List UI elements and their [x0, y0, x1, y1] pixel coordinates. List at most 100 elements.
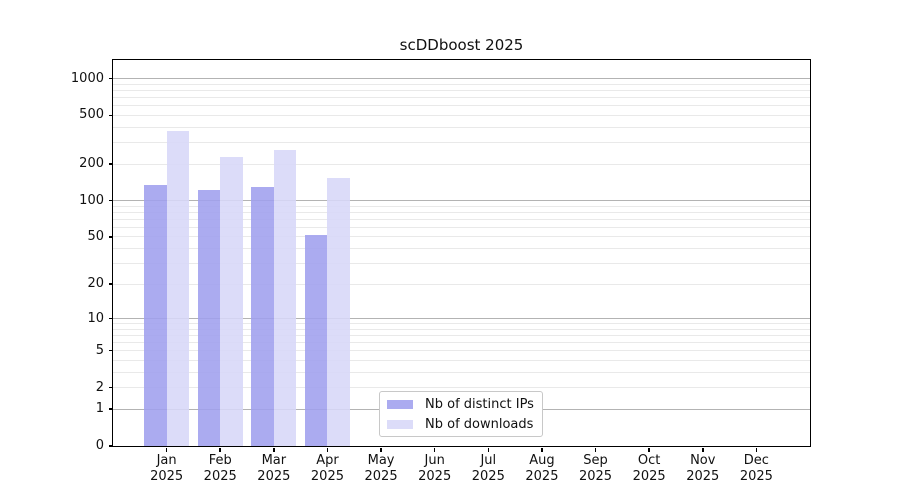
major-gridline [113, 200, 810, 202]
y-axis-tick [108, 408, 113, 410]
x-axis-tick-label: Apr 2025 [295, 453, 359, 485]
legend-row-downloads: Nb of downloads [387, 417, 542, 432]
minor-gridline [113, 387, 810, 389]
y-axis-tick-label: 100 [79, 192, 104, 208]
month-label: Sep [583, 453, 608, 468]
legend: Nb of distinct IPs Nb of downloads [379, 391, 543, 437]
minor-gridline [113, 83, 810, 85]
year-label: 2025 [578, 469, 613, 484]
x-axis-tick-label: May 2025 [349, 453, 413, 485]
y-axis-tick [108, 77, 113, 80]
bar-distinct-ips-mar [251, 186, 274, 446]
month-label: Oct [637, 453, 661, 468]
year-label: 2025 [418, 469, 452, 484]
minor-gridline [113, 97, 810, 99]
minor-gridline [113, 142, 810, 144]
minor-gridline [113, 163, 810, 165]
x-axis-tick [326, 447, 329, 452]
bar-distinct-ips-jan [144, 184, 167, 446]
x-axis-tick-label: Jul 2025 [456, 453, 520, 485]
x-axis-tick-label: Sep 2025 [564, 453, 628, 485]
minor-gridline [113, 211, 810, 213]
minor-gridline [113, 328, 810, 330]
major-gridline [113, 78, 810, 80]
y-axis-tick [108, 317, 113, 320]
y-axis-tick [108, 163, 113, 165]
minor-gridline [113, 371, 810, 373]
minor-gridline [113, 126, 810, 128]
month-label: Mar [261, 453, 287, 468]
minor-gridline [113, 114, 810, 116]
x-axis-tick [541, 447, 543, 452]
minor-gridline [113, 262, 810, 264]
major-gridline [113, 318, 810, 320]
y-axis-tick [108, 236, 113, 238]
legend-label-downloads: Nb of downloads [425, 416, 534, 432]
x-axis-tick [380, 447, 382, 452]
year-label: 2025 [364, 469, 398, 484]
x-axis-tick [487, 447, 490, 452]
minor-gridline [113, 342, 810, 344]
distinct-ips-swatch-icon [387, 399, 413, 409]
y-axis-tick [108, 445, 113, 447]
x-axis-tick [273, 447, 275, 452]
month-label: Jun [424, 453, 445, 468]
bar-downloads-jan [166, 130, 190, 446]
chart-title: scDDboost 2025 [399, 36, 524, 54]
minor-gridline [113, 334, 810, 336]
x-axis-tick-label: Oct 2025 [617, 453, 681, 485]
y-axis-tick-label: 2 [95, 379, 104, 395]
y-axis-tick-label: 1 [95, 401, 104, 417]
downloads-swatch-icon [387, 419, 413, 429]
x-axis-tick-label: Jun 2025 [403, 453, 467, 485]
year-label: 2025 [310, 469, 344, 484]
month-label: Apr [316, 453, 339, 468]
x-axis-tick-label: Nov 2025 [671, 453, 735, 485]
month-label: Jan [156, 453, 177, 468]
y-axis-tick [108, 283, 113, 285]
month-label: Feb [208, 453, 232, 468]
minor-gridline [113, 90, 810, 92]
month-label: Aug [529, 453, 555, 468]
x-axis-tick [219, 447, 221, 452]
year-label: 2025 [257, 469, 291, 484]
y-axis-tick-label: 10 [87, 310, 104, 326]
minor-gridline [113, 350, 810, 352]
y-axis-tick-label: 0 [95, 438, 104, 453]
bar-distinct-ips-feb [197, 189, 221, 446]
year-label: 2025 [525, 469, 559, 484]
x-axis-tick [702, 447, 704, 452]
bar-downloads-mar [273, 150, 297, 446]
year-label: 2025 [203, 469, 237, 484]
month-label: Nov [690, 453, 716, 468]
y-axis-tick-label: 5 [95, 342, 104, 358]
x-axis-tick [165, 447, 168, 452]
minor-gridline [113, 359, 810, 361]
y-axis-tick-label: 1000 [70, 70, 104, 86]
minor-gridline [113, 218, 810, 220]
x-axis-tick [648, 447, 650, 452]
month-label: Dec [743, 453, 769, 468]
y-axis-tick-label: 20 [87, 276, 104, 292]
y-axis-tick-label: 200 [79, 156, 104, 172]
bar-downloads-apr [327, 177, 350, 446]
x-axis-tick-label: Dec 2025 [724, 453, 788, 485]
y-axis-tick [108, 386, 113, 389]
minor-gridline [113, 236, 810, 238]
y-axis-tick [108, 199, 113, 202]
x-axis-tick [433, 447, 436, 452]
minor-gridline [113, 323, 810, 325]
legend-row-distinct-ips: Nb of distinct IPs [387, 397, 542, 412]
minor-gridline [113, 248, 810, 250]
x-axis-tick-label: Jan 2025 [135, 453, 199, 485]
year-label: 2025 [686, 469, 720, 484]
minor-gridline [113, 105, 810, 107]
minor-gridline [113, 205, 810, 207]
y-axis-tick-label: 50 [87, 228, 104, 244]
bar-distinct-ips-apr [304, 234, 328, 446]
x-axis-tick-label: Feb 2025 [188, 453, 252, 485]
year-label: 2025 [739, 469, 773, 484]
y-axis-tick [108, 114, 113, 117]
plot-area [113, 60, 810, 446]
